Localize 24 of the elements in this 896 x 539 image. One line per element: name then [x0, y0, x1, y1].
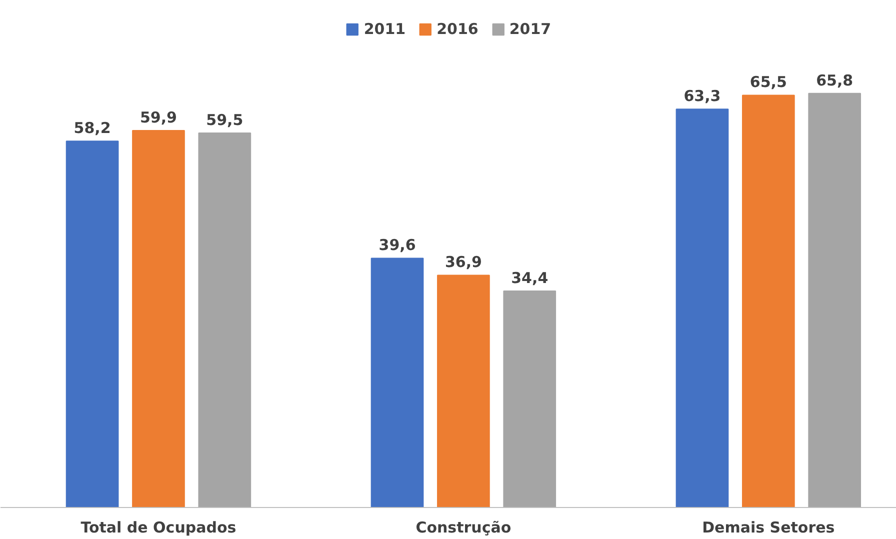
- bar: [503, 290, 556, 508]
- bar: [437, 274, 490, 508]
- data-label: 36,9: [444, 253, 482, 272]
- x-tick-label: Demais Setores: [702, 518, 835, 536]
- bar: [742, 94, 795, 508]
- bar: [198, 132, 252, 508]
- legend-label: 2016: [436, 20, 478, 38]
- data-label: 65,5: [750, 73, 787, 92]
- legend-label: 2017: [509, 20, 552, 38]
- data-label: 58,2: [74, 119, 111, 138]
- bar: [808, 92, 862, 508]
- data-label: 39,6: [378, 236, 416, 254]
- bar: [370, 258, 424, 508]
- x-tick-label: Total de Ocupados: [80, 518, 236, 536]
- data-label: 65,8: [816, 71, 854, 90]
- data-label: 59,5: [206, 110, 244, 129]
- x-tick-label: Construção: [416, 518, 512, 536]
- data-label: 34,4: [511, 268, 548, 287]
- data-label: 63,3: [684, 87, 721, 106]
- bar: [676, 108, 729, 508]
- data-label: 59,9: [140, 108, 177, 126]
- bar: [66, 140, 119, 508]
- legend-label: 2011: [364, 20, 406, 38]
- bar: [132, 130, 185, 508]
